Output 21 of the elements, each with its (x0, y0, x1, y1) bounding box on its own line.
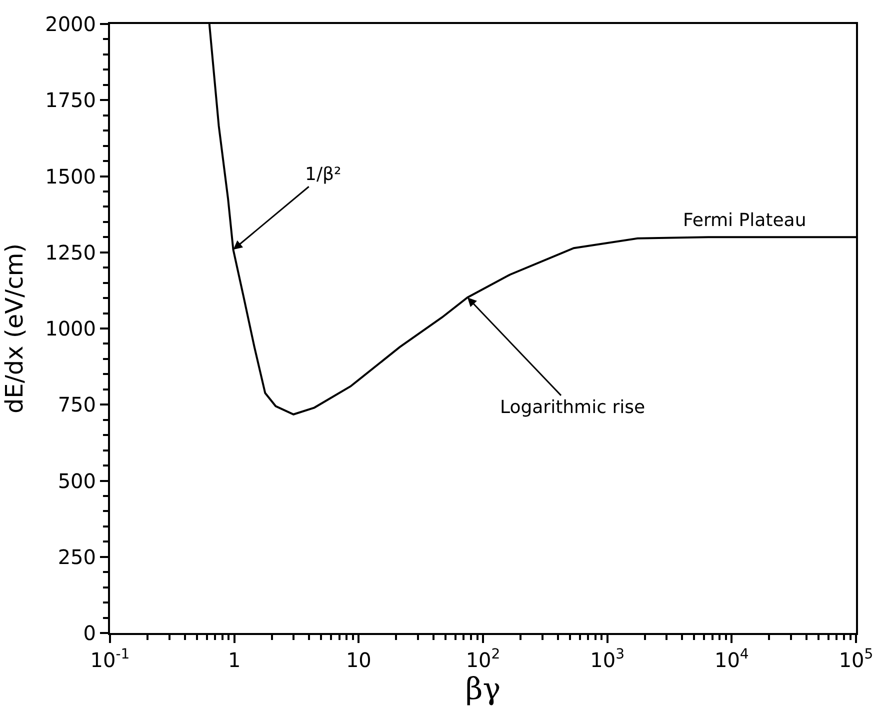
x-tick-label: 10$^{5}$ (838, 646, 874, 672)
y-tick-label: 0 (83, 621, 96, 645)
y-tick-label: 1500 (45, 164, 96, 188)
x-axis-title: βγ (465, 672, 501, 707)
x-tick-label: 10$^{-1}$ (90, 646, 130, 672)
annotation: 1/β² (305, 164, 342, 185)
x-tick-label: 10$^{2}$ (466, 646, 500, 672)
x-tick-label: 1 (228, 648, 241, 672)
y-tick-label: 1750 (45, 88, 96, 112)
y-tick-label: 1000 (45, 316, 96, 340)
annotation: Fermi Plateau (683, 210, 806, 231)
y-axis-title: dE/dx (eV/cm) (0, 243, 29, 414)
y-tick-label: 2000 (45, 12, 96, 36)
x-tick-label: 10 (346, 648, 372, 672)
y-tick-label: 1250 (45, 240, 96, 264)
y-tick-label: 500 (58, 468, 96, 493)
annotation: Logarithmic rise (500, 397, 646, 418)
y-tick-label: 750 (58, 392, 96, 417)
x-tick-label: 10$^{4}$ (714, 646, 749, 672)
x-tick-label: 10$^{3}$ (590, 646, 625, 672)
y-tick-label: 250 (58, 544, 96, 569)
